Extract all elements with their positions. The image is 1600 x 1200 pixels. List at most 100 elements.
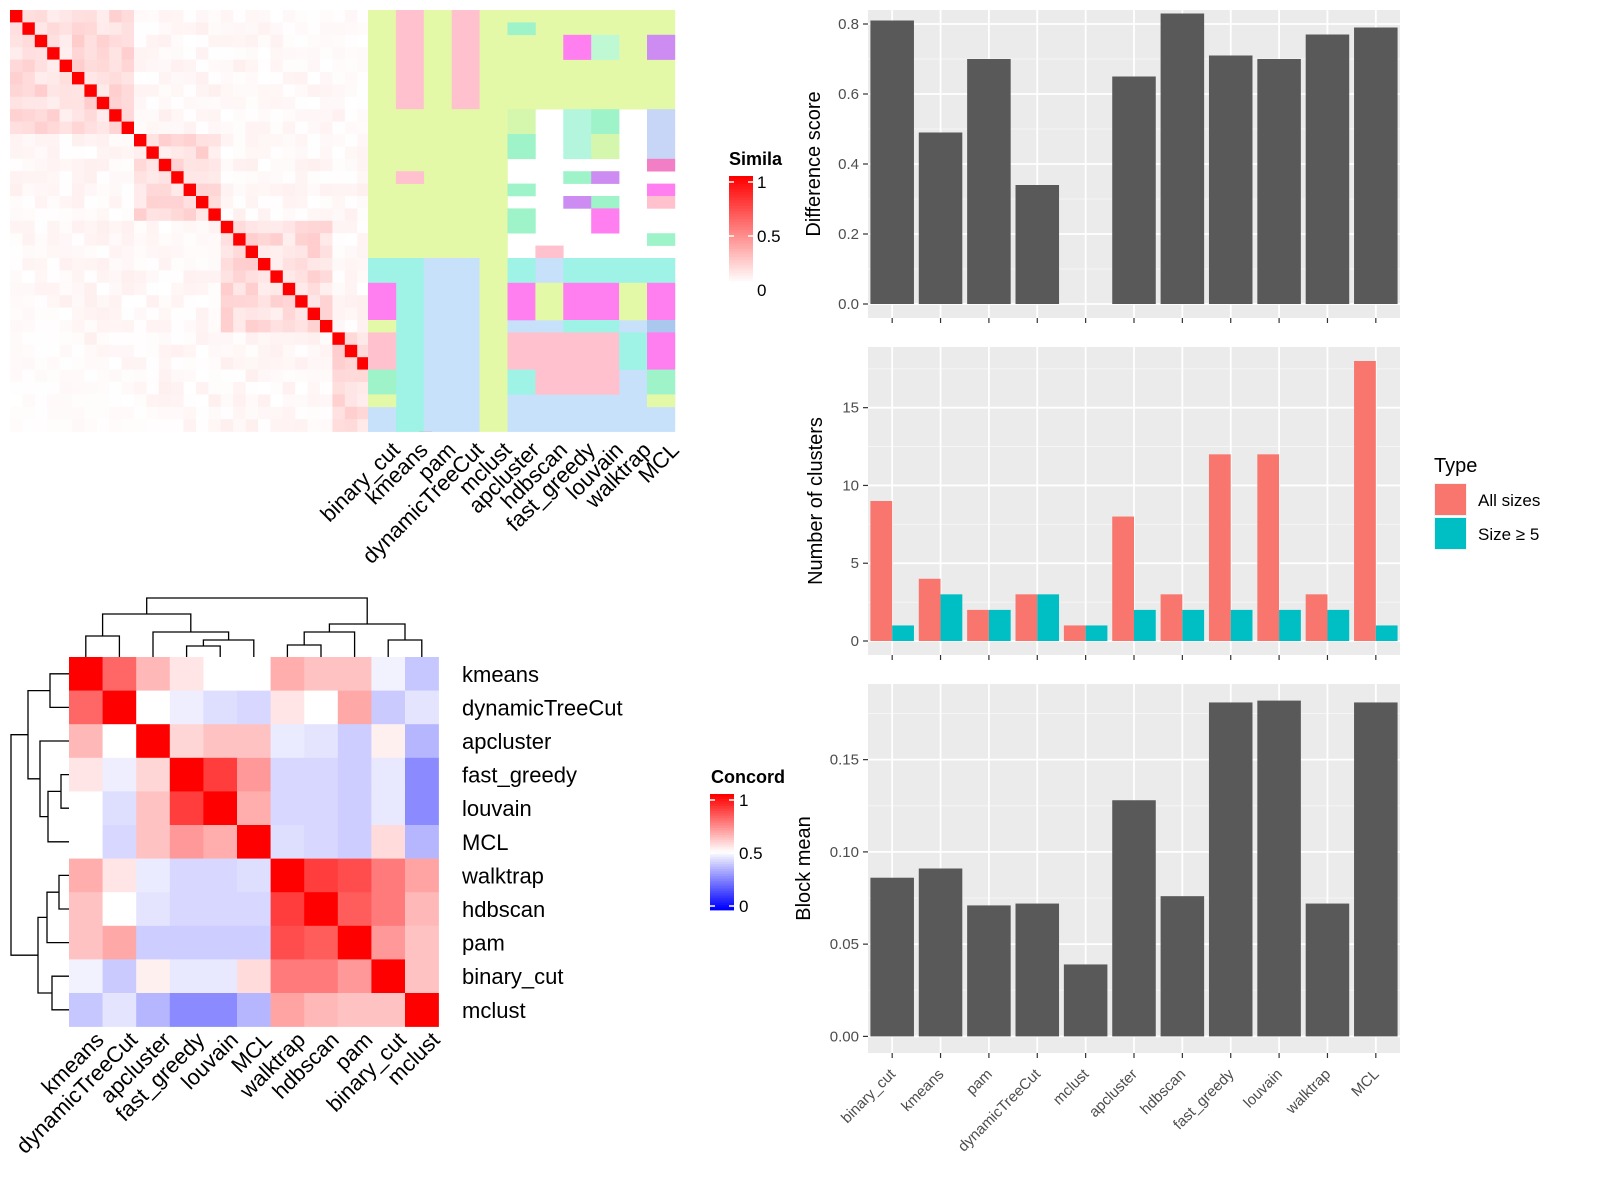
similarity-cell: [171, 357, 184, 370]
similarity-cell: [208, 282, 222, 296]
similarity-cell: [171, 382, 184, 395]
similarity-cell: [344, 134, 358, 147]
concordance-cell: [371, 724, 406, 759]
similarity-cell: [196, 22, 209, 36]
similarity-cell: [220, 47, 234, 60]
similarity-cell: [245, 59, 259, 73]
similarity-cell: [183, 320, 197, 333]
concordance-cell: [136, 657, 171, 691]
concordance-cell: [169, 993, 204, 1027]
similarity-cell: [258, 96, 271, 110]
similarity-legend-gradient: [729, 216, 753, 220]
similarity-cell: [357, 406, 370, 420]
similarity-cell: [208, 406, 222, 420]
similarity-cell: [258, 10, 271, 23]
concordance-cell: [270, 724, 305, 759]
similarity-cell: [134, 406, 147, 420]
similarity-cell: [233, 344, 246, 358]
similarity-cell: [270, 233, 284, 246]
similarity-cell: [282, 419, 296, 432]
concordance-cell: [69, 657, 103, 691]
similarity-cell: [96, 233, 110, 246]
similarity-legend-gradient: [729, 246, 753, 250]
concordance-legend-gradient: [710, 861, 734, 865]
similarity-cell: [10, 59, 23, 73]
similarity-cell: [258, 146, 271, 160]
similarity-cell: [146, 332, 160, 346]
similarity-cell: [10, 332, 23, 346]
similarity-cell: [245, 196, 259, 209]
similarity-cell: [245, 109, 259, 122]
y-tick-label: 15: [842, 400, 859, 417]
similarity-cell: [344, 96, 358, 110]
similarity-legend-gradient: [729, 262, 753, 266]
concordance-legend-gradient: [710, 902, 734, 906]
category-block: [368, 320, 397, 333]
bar: [1112, 800, 1156, 1037]
similarity-cell: [183, 394, 197, 408]
similarity-cell: [158, 357, 172, 370]
similarity-cell: [220, 121, 234, 135]
similarity-legend-gradient: [729, 197, 753, 201]
similarity-cell: [84, 183, 98, 197]
concordance-legend-gradient: [710, 868, 734, 872]
similarity-cell: [59, 109, 73, 122]
similarity-cell: [171, 10, 184, 23]
concordance-cell: [371, 993, 406, 1027]
similarity-cell: [121, 419, 135, 432]
bar-size-ge-5: [1037, 594, 1060, 641]
similarity-cell: [245, 406, 259, 420]
similarity-cell: [270, 307, 284, 321]
similarity-cell: [47, 344, 60, 358]
similarity-cell: [270, 344, 284, 358]
similarity-cell: [183, 270, 197, 284]
similarity-cell: [171, 344, 184, 358]
similarity-cell: [146, 307, 160, 321]
similarity-cell: [320, 357, 333, 370]
similarity-cell: [121, 134, 135, 147]
similarity-cell: [258, 134, 271, 147]
similarity-cell: [47, 295, 60, 308]
similarity-cell: [134, 295, 147, 308]
similarity-cell: [320, 295, 333, 308]
similarity-cell: [59, 357, 73, 370]
similarity-cell: [233, 59, 246, 73]
similarity-cell: [307, 208, 321, 222]
similarity-cell: [72, 382, 85, 395]
category-block: [451, 10, 480, 110]
similarity-cell: [10, 233, 23, 246]
similarity-cell: [146, 282, 160, 296]
similarity-cell: [270, 84, 284, 98]
similarity-cell: [22, 158, 36, 172]
similarity-cell: [344, 320, 358, 333]
concordance-legend-gradient: [710, 876, 734, 879]
similarity-cell: [22, 233, 36, 246]
similarity-cell: [220, 72, 234, 85]
similarity-legend-gradient: [729, 243, 753, 247]
similarity-legend-gradient: [729, 275, 753, 279]
similarity-cell: [47, 270, 60, 284]
similarity-cell: [183, 295, 197, 308]
similarity-cell: [282, 22, 296, 36]
similarity-cell: [307, 369, 321, 383]
similarity-cell: [183, 10, 197, 23]
bar: [967, 905, 1011, 1037]
similarity-cell: [295, 196, 308, 209]
similarity-cell: [258, 196, 271, 209]
similarity-legend-gradient: [729, 232, 753, 236]
similarity-cell: [59, 96, 73, 110]
similarity-cell: [47, 59, 60, 73]
concordance-cell: [371, 925, 406, 960]
similarity-legend-gradient: [729, 178, 753, 182]
similarity-cell: [233, 220, 246, 234]
similarity-cell: [196, 47, 209, 60]
dendrogram-branch: [49, 673, 69, 709]
similarity-cell: [10, 406, 23, 420]
similarity-cell: [332, 419, 346, 432]
similarity-cell: [307, 406, 321, 420]
similarity-cell: [134, 320, 147, 333]
similarity-cell: [22, 344, 36, 358]
category-block: [647, 320, 676, 333]
concordance-cell: [203, 690, 238, 725]
bar: [1160, 896, 1205, 1037]
